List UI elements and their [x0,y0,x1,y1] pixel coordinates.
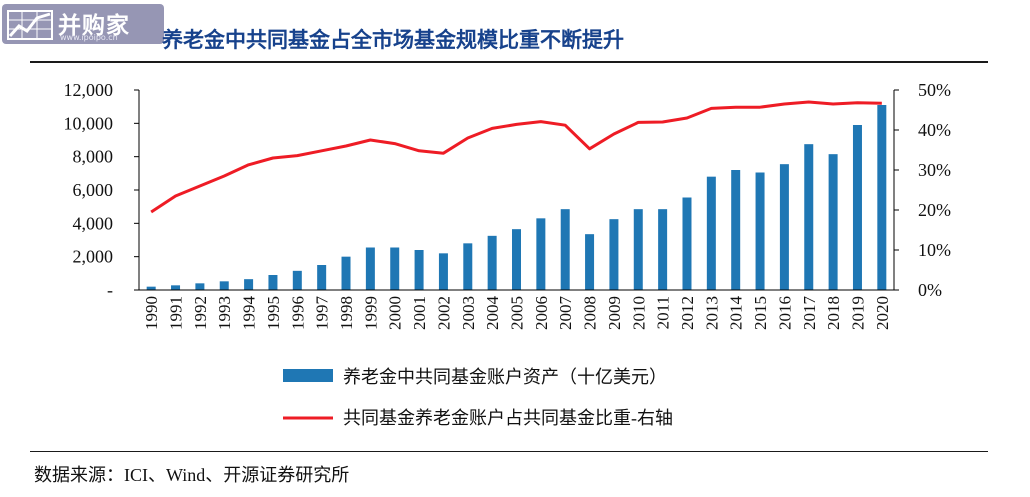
bar [512,229,521,290]
x-tick-label: 2016 [775,296,794,330]
bar [438,253,448,290]
bar [755,172,765,290]
x-tick-label: 2000 [386,296,405,330]
x-tick-label: 1992 [191,296,210,330]
x-tick-label: 2017 [800,296,819,331]
x-tick-label: 1991 [167,296,186,330]
left-tick-label: - [107,280,113,300]
legend: 养老金中共同基金账户资产（十亿美元） 共同基金养老金账户占共同基金比重-右轴 [283,367,673,428]
x-tick-label: 2013 [702,296,721,330]
x-tick-label: 2002 [434,296,453,330]
bar [390,247,400,290]
bar [414,250,424,290]
bar [268,275,278,290]
x-tick-label: 2008 [581,296,600,330]
source-note: 数据来源：ICI、Wind、开源证券研究所 [34,465,350,485]
x-tick-label: 2011 [654,296,673,329]
x-tick-label: 2020 [873,296,892,330]
figure-title: 养老金中共同基金占全市场基金规模比重不断提升 [162,28,624,52]
watermark-brand: 并购家 [58,13,130,39]
bar [219,281,229,290]
right-tick-label: 40% [918,120,951,140]
bar [536,218,546,290]
bar [633,209,643,290]
right-tick-label: 50% [918,80,951,100]
legend-bar-label: 养老金中共同基金账户资产（十亿美元） [343,367,667,387]
x-tick-label: 2007 [556,296,575,331]
bar [463,243,473,290]
line-series [150,100,882,214]
right-tick-label: 20% [918,200,951,220]
x-tick-label: 1993 [215,296,234,330]
bar-series [146,105,887,290]
x-tick-label: 2004 [483,295,502,330]
stock-chart-icon [7,10,53,40]
right-tick-label: 30% [918,160,951,180]
x-tick-label: 2015 [751,296,770,330]
x-tick-label: 1998 [337,296,356,330]
bar [487,235,497,290]
legend-bar-swatch [283,369,333,382]
bar [317,265,327,290]
bar [341,256,351,290]
bar [682,197,692,290]
x-tick-label: 1995 [264,296,283,330]
bar [171,285,181,290]
x-tick-label: 1999 [361,296,380,330]
bar [146,286,156,290]
left-tick-label: 10,000 [64,113,114,133]
bottom-rule [30,451,988,452]
series-line [150,100,882,214]
x-tick-label: 2019 [848,296,867,330]
x-tick-label: 2009 [605,296,624,330]
right-y-axis: 0% 10% 20% 30% 40% 50% [893,80,951,300]
bar [852,125,862,290]
x-axis: 1990 1991 1992 1993 1994 1995 1996 1997 1998 1999… [139,289,894,331]
x-tick-label: 1990 [142,296,161,330]
bar [731,170,741,290]
watermark-badge: 并购家 www.ipoipo.cn [2,4,164,44]
x-tick-label: 1996 [288,296,307,330]
bar [365,247,375,290]
left-y-axis: - 2,000 4,000 6,000 8,000 10,000 12,000 [64,80,140,300]
bar [706,176,716,290]
left-tick-label: 4,000 [73,213,114,233]
bar [585,234,595,290]
x-tick-label: 2006 [532,296,551,330]
left-tick-label: 2,000 [73,247,114,267]
bar [658,209,668,290]
bar [292,270,302,290]
bar [877,105,887,290]
x-tick-label: 2005 [508,296,527,330]
x-tick-label: 2001 [410,296,429,330]
x-tick-label: 2014 [727,296,746,331]
x-tick-label: 2010 [629,296,648,330]
legend-line-label: 共同基金养老金账户占共同基金比重-右轴 [343,408,673,428]
bar [560,209,570,290]
bar [779,164,789,290]
left-tick-label: 8,000 [73,147,114,167]
top-rule [30,61,988,63]
x-tick-label: 2012 [678,296,697,330]
bar [244,279,254,290]
right-tick-label: 0% [918,280,942,300]
bar [195,283,205,290]
x-tick-label: 1994 [240,296,259,331]
bar [804,144,814,290]
x-tick-label: 1997 [313,296,332,331]
x-tick-label: 2003 [459,296,478,330]
left-tick-label: 6,000 [73,180,114,200]
x-tick-label: 2018 [824,296,843,330]
bar [609,219,619,290]
right-tick-label: 10% [918,240,951,260]
bar [828,154,838,290]
watermark-url: www.ipoipo.cn [60,33,118,42]
left-tick-label: 12,000 [64,80,114,100]
